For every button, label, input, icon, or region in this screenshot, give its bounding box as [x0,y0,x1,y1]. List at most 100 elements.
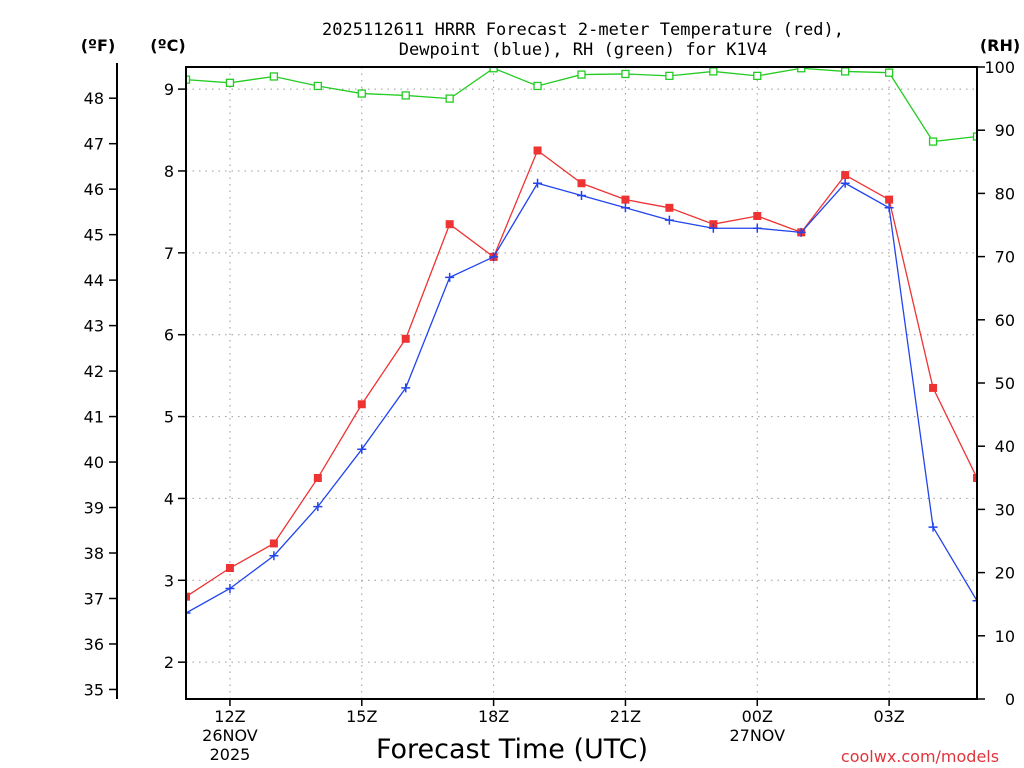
fahrenheit-tick-label: 35 [84,680,104,699]
rh-point [709,67,718,76]
rh-point [533,81,542,91]
celsius-tick-label: 9 [164,80,174,99]
rh-point [489,67,498,73]
fahrenheit-tick-label: 45 [84,226,104,245]
time-tick-date: 27NOV [729,726,785,745]
dewpoint-point [840,178,850,188]
chart-title-line-1: 2025112611 HRRR Forecast 2-meter Tempera… [322,20,844,40]
rh-point [225,78,235,87]
celsius-tick-label: 4 [164,489,174,508]
rh-point [841,67,850,76]
temperature-point [186,592,190,601]
rh-point [884,68,894,77]
gridlines [186,67,977,699]
temperature-point [225,564,234,573]
rh-tick-label: 50 [995,374,1015,393]
rh-tick-label: 30 [995,500,1015,519]
rh-tick-label: 60 [995,311,1015,330]
time-tick-label: 12Z [214,707,245,726]
rh-point [357,89,366,98]
rh-tick-label: 80 [995,184,1015,203]
time-tick-label: 21Z [610,707,641,726]
temperature-point [533,146,542,155]
rh-point [186,75,191,84]
rh-tick-label: 20 [995,564,1015,583]
rh-point [445,94,454,103]
rh-tick-label: 100 [984,58,1015,77]
rh-tick-label: 0 [1005,690,1015,709]
time-tick-label: 15Z [346,707,377,726]
fahrenheit-tick-label: 40 [84,453,104,472]
dewpoint-line [186,182,977,614]
temperature-point [885,195,894,204]
time-tick-label: 18Z [478,707,509,726]
temperature-point [357,400,366,409]
celsius-tick-label: 3 [164,571,174,590]
rh-point [313,81,322,91]
rh-point [577,70,586,79]
time-tick-label: 03Z [873,707,904,726]
fahrenheit-tick-label: 46 [84,180,104,199]
fahrenheit-tick-label: 47 [84,135,104,154]
celsius-axis: 2 3 4 5 6 7 8 9 [164,80,186,672]
temperature-point [621,195,630,204]
dewpoint-point [357,444,367,454]
temperature-point [313,473,322,482]
fahrenheit-tick-label: 39 [84,499,104,518]
fahrenheit-tick-label: 42 [84,362,104,381]
celsius-tick-label: 2 [164,653,174,672]
dewpoint-point [972,596,977,606]
dewpoint-series [186,178,977,618]
rh-point [753,71,762,80]
fahrenheit-tick-label: 41 [84,408,104,427]
dewpoint-point [708,223,718,233]
temperature-point [841,171,850,180]
dewpoint-point [489,252,499,262]
dewpoint-point [269,551,279,561]
x-axis-label: Forecast Time (UTC) [376,734,648,765]
rh-tick-label: 40 [995,437,1015,456]
celsius-tick-label: 7 [164,244,174,263]
celsius-tick-label: 6 [164,326,174,345]
rh-axis: 0 10 20 30 40 50 60 70 80 90 100 [977,58,1015,709]
temperature-point [269,539,278,548]
fahrenheit-tick-label: 37 [84,589,104,608]
celsius-tick-label: 5 [164,408,174,427]
credit-text: coolwx.com/models [841,747,999,766]
dewpoint-point [620,203,630,213]
dewpoint-point [401,383,411,393]
time-tick-year: 2025 [210,745,251,764]
fahrenheit-tick-label: 36 [84,635,104,654]
dewpoint-point [225,583,235,593]
temperature-point [577,179,586,188]
fahrenheit-axis: 35 36 37 38 39 40 41 42 43 44 45 46 47 48 [84,63,118,699]
rh-point [269,72,279,81]
temperature-point [665,203,674,212]
rh-point [401,91,410,100]
fahrenheit-tick-label: 48 [84,89,104,108]
dewpoint-point [928,522,938,532]
rh-line [186,67,977,143]
temperature-point [973,473,977,482]
dewpoint-point [884,203,894,213]
temperature-point [753,211,762,220]
rh-point [972,132,977,141]
rh-point [928,137,938,146]
plot-frame [185,66,978,700]
rh-point [665,71,674,80]
dewpoint-point [577,191,586,201]
dewpoint-point [664,215,674,225]
temperature-point [445,220,454,229]
rh-tick-label: 70 [995,248,1015,267]
temperature-point [401,334,410,343]
data-series [186,67,977,618]
rh-point [797,67,806,73]
celsius-tick-label: 8 [164,162,174,181]
time-tick-date: 26NOV [202,726,258,745]
celsius-axis-unit: (ºC) [150,36,185,55]
rh-axis-unit: (RH) [980,36,1020,55]
chart-title-line-2: Dewpoint (blue), RH (green) for K1V4 [399,40,767,60]
fahrenheit-tick-label: 38 [84,544,104,563]
